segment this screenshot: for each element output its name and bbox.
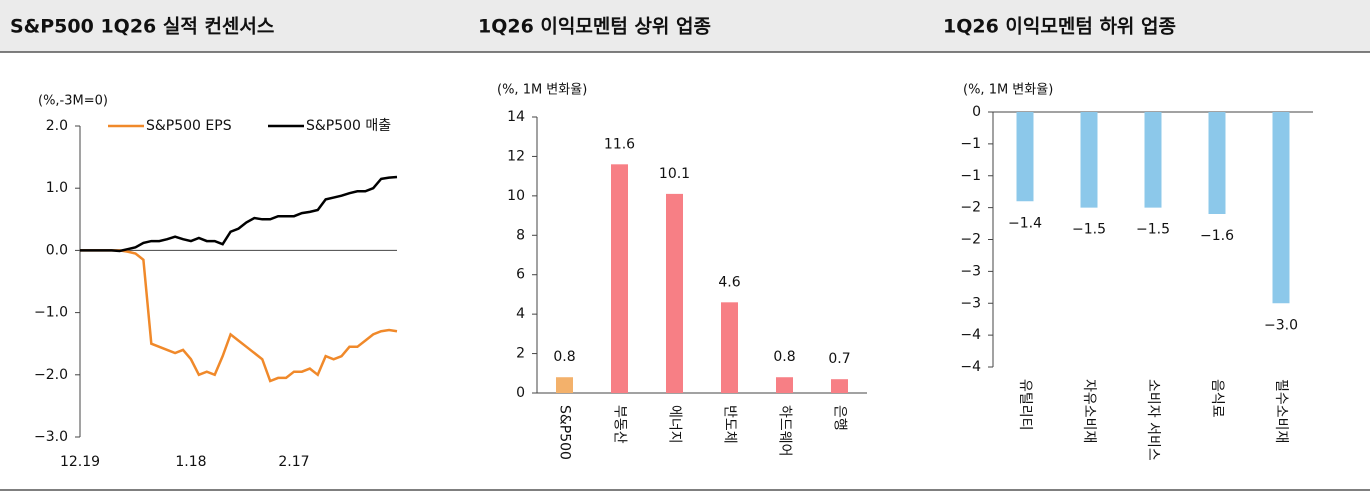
x-tick-label: 은행 (832, 405, 848, 431)
y-tick-label: 8 (516, 227, 525, 243)
bar (1208, 112, 1226, 214)
y-tick-label: −2.0 (34, 367, 68, 383)
data-label: 10.1 (659, 166, 690, 182)
data-label: −1.5 (1136, 222, 1170, 238)
data-label: 11.6 (604, 136, 635, 152)
chart-subtitle: (%, 1M 변화율) (963, 83, 1053, 98)
y-tick-label: −3.0 (34, 429, 68, 445)
x-tick-label: 12.19 (60, 454, 100, 470)
y-tick-label: 4 (516, 306, 525, 322)
data-label: −1.6 (1200, 228, 1234, 244)
bar (721, 302, 738, 393)
y-tick-label: −4 (960, 359, 981, 375)
y-tick-label: −1.0 (34, 305, 68, 321)
legend-label: S&P500 매출 (306, 118, 391, 134)
legend-label: S&P500 EPS (146, 118, 232, 134)
x-tick-label: 에너지 (667, 405, 683, 444)
y-tick-label: 6 (516, 267, 525, 283)
x-tick-label: 부동산 (612, 405, 628, 444)
x-tick-label: 자유소비재 (1081, 379, 1097, 443)
data-label: −1.5 (1072, 222, 1106, 238)
bar (776, 377, 793, 393)
x-tick-label: 유틸리티 (1017, 379, 1033, 431)
y-tick-label: 0 (516, 385, 525, 401)
x-tick-label: 1.18 (175, 454, 206, 470)
y-tick-label: 14 (507, 109, 525, 125)
y-tick-label: −2 (960, 200, 981, 216)
bar (556, 377, 573, 393)
data-label: 4.6 (718, 274, 740, 290)
x-tick-label: 필수소비재 (1273, 379, 1289, 443)
data-label: 0.8 (773, 349, 795, 365)
y-tick-label: 1.0 (46, 180, 68, 196)
y-tick-label: −3 (960, 295, 981, 311)
bar (666, 193, 683, 393)
y-tick-label: 12 (507, 148, 525, 164)
x-tick-label: 하드웨어 (777, 405, 793, 457)
data-label: 0.8 (553, 349, 575, 365)
x-tick-label: 2.17 (278, 454, 309, 470)
x-tick-label: 반도체 (722, 405, 738, 444)
y-tick-label: 0 (972, 104, 981, 120)
y-tick-label: −1 (960, 168, 981, 184)
bar (1272, 112, 1290, 304)
chart-title: S&P500 1Q26 실적 컨센서스 (10, 16, 274, 38)
header-band (0, 0, 1370, 52)
line-series (80, 249, 398, 383)
bar (831, 379, 848, 393)
y-tick-label: −4 (960, 327, 981, 343)
bar (1144, 112, 1162, 208)
chart-title: 1Q26 이익모멘텀 하위 업종 (943, 16, 1176, 38)
y-tick-label: 2.0 (46, 118, 68, 134)
bar (1016, 112, 1034, 202)
y-tick-label: 10 (507, 188, 525, 204)
y-tick-label: −3 (960, 263, 981, 279)
data-label: 0.7 (828, 351, 850, 367)
chart-subtitle: (%, 1M 변화율) (497, 83, 587, 98)
bar (1080, 112, 1098, 208)
bar (611, 164, 628, 393)
chart-subtitle: (%,-3M=0) (38, 94, 108, 109)
x-tick-label: 소비자 서비스 (1145, 379, 1161, 461)
data-label: −1.4 (1008, 215, 1042, 231)
chart-title: 1Q26 이익모멘텀 상위 업종 (478, 16, 711, 38)
y-tick-label: −2 (960, 232, 981, 248)
x-tick-label: 음식료 (1209, 379, 1225, 418)
data-label: −3.0 (1264, 317, 1298, 333)
x-tick-label: S&P500 (557, 405, 573, 460)
y-tick-label: −1 (960, 136, 981, 152)
y-tick-label: 2 (516, 346, 525, 362)
line-series (80, 175, 398, 253)
y-tick-label: 0.0 (46, 242, 68, 258)
